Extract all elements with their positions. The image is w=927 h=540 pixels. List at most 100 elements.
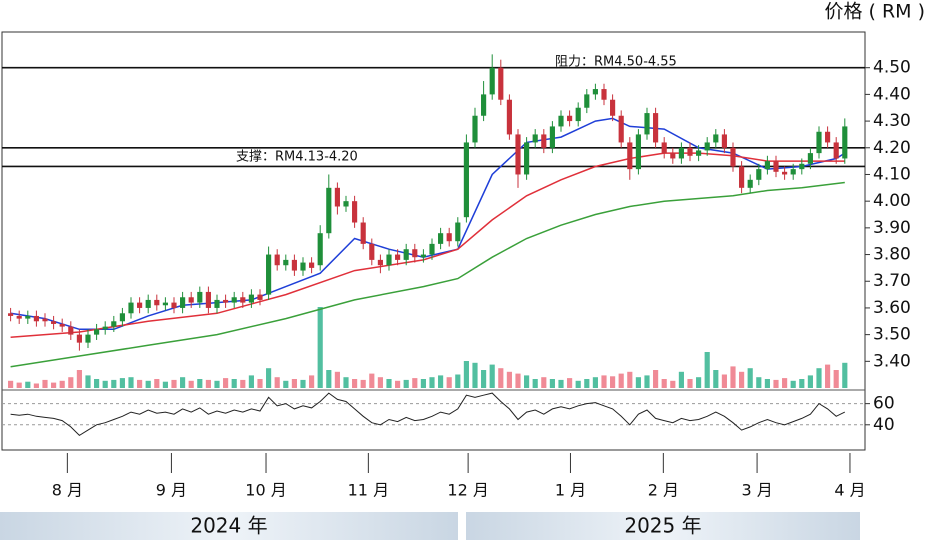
candle-body xyxy=(825,131,831,143)
candle-body xyxy=(231,297,237,303)
volume-bar xyxy=(567,378,573,388)
candle-body xyxy=(369,243,375,260)
volume-bar xyxy=(188,380,194,388)
volume-bar xyxy=(498,368,504,388)
candle-body xyxy=(291,259,297,271)
candle-body xyxy=(438,233,444,244)
volume-bar xyxy=(721,374,727,388)
candle-body xyxy=(248,294,254,303)
y-tick-label: 3.40 xyxy=(873,351,911,371)
volume-bar xyxy=(171,379,177,388)
volume-bar xyxy=(610,376,616,388)
candle-body xyxy=(446,233,452,242)
candle-body xyxy=(162,302,168,306)
candle-body xyxy=(618,115,624,143)
candle-body xyxy=(8,313,14,316)
candle-body xyxy=(635,134,641,170)
volume-bar xyxy=(807,375,813,388)
volume-bar xyxy=(764,379,770,388)
volume-bar xyxy=(8,380,14,388)
candle-body xyxy=(721,134,727,148)
candle-body xyxy=(782,171,788,175)
candle-body xyxy=(94,329,100,335)
volume-bar xyxy=(627,371,633,388)
candle-body xyxy=(300,262,306,271)
volume-bar xyxy=(670,380,676,388)
ma-line xyxy=(10,181,845,368)
volume-bar xyxy=(291,379,297,388)
y-tick-label: 3.50 xyxy=(873,325,911,345)
y-tick-label: 4.00 xyxy=(873,191,911,211)
volume-bar xyxy=(283,380,289,388)
volume-bar xyxy=(128,377,134,388)
candle-body xyxy=(334,187,340,207)
volume-bar xyxy=(635,377,641,388)
volume-bar xyxy=(309,375,315,388)
candle-body xyxy=(756,169,762,180)
volume-bar xyxy=(205,379,211,388)
candle-body xyxy=(240,297,246,303)
candle-body xyxy=(420,254,426,258)
candle-body xyxy=(197,291,203,303)
candle-body xyxy=(549,126,555,148)
candle-body xyxy=(515,134,521,175)
candle-body xyxy=(145,299,151,308)
chart-title: 价格 ( RM ) xyxy=(824,1,925,23)
volume-bar xyxy=(300,379,306,388)
candle-body xyxy=(111,321,117,327)
volume-bar xyxy=(833,370,839,388)
candle-body xyxy=(704,142,710,151)
candle-body xyxy=(68,326,74,335)
candle-body xyxy=(747,179,753,188)
candle-body xyxy=(575,107,581,122)
candle-body xyxy=(223,299,229,303)
volume-bar xyxy=(231,379,237,388)
volume-bar xyxy=(352,379,358,388)
candle-body xyxy=(283,259,289,266)
ma-line xyxy=(10,152,845,339)
candle-body xyxy=(59,323,65,327)
volume-bar xyxy=(51,382,57,388)
candle-body xyxy=(584,94,590,108)
volume-bar xyxy=(678,371,684,388)
volume-bar xyxy=(438,375,444,388)
candle-body xyxy=(670,153,676,159)
candle-body xyxy=(317,233,323,266)
volume-bar xyxy=(326,370,332,388)
volume-bar xyxy=(102,380,108,388)
volume-bar xyxy=(618,373,624,388)
volume-bar xyxy=(42,379,48,388)
volume-bar xyxy=(532,379,538,388)
volume-bar xyxy=(730,366,736,388)
y-tick-label: 60 xyxy=(873,394,895,414)
candle-body xyxy=(180,297,186,308)
candle-body xyxy=(76,334,82,343)
volume-bar xyxy=(248,375,254,388)
candle-body xyxy=(326,187,332,234)
volume-bar xyxy=(549,379,555,388)
ma-line xyxy=(10,117,846,331)
candle-body xyxy=(833,142,839,159)
volume-bar xyxy=(360,379,366,388)
candle-body xyxy=(567,115,573,122)
candle-body xyxy=(481,94,487,116)
candle-body xyxy=(85,334,91,343)
x-tick-label: 12 月 xyxy=(447,481,488,500)
volume-bar xyxy=(704,352,710,388)
candle-body xyxy=(661,142,667,154)
volume-bar xyxy=(403,379,409,388)
volume-bar xyxy=(395,380,401,388)
candle-body xyxy=(696,150,702,156)
volume-bar xyxy=(825,364,831,388)
candle-body xyxy=(352,201,358,223)
candle-body xyxy=(343,201,349,207)
volume-bar xyxy=(524,375,530,388)
candle-body xyxy=(713,134,719,143)
candle-body xyxy=(309,262,315,268)
volume-bar xyxy=(111,379,117,388)
candle-body xyxy=(377,259,383,266)
candle-body xyxy=(137,302,143,308)
candle-body xyxy=(807,153,813,164)
volume-bar xyxy=(696,377,702,388)
volume-bar xyxy=(76,370,82,388)
